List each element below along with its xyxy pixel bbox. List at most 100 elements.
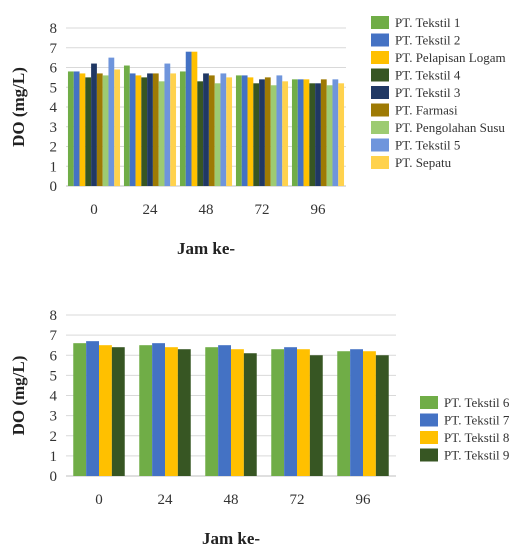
- bar-pt-tekstil-1-24: [123, 65, 130, 186]
- bar-pt-tekstil-7-72: [284, 347, 297, 476]
- bar-pt-tekstil-6-96: [337, 351, 351, 476]
- bar-pt-tekstil-5-96: [332, 79, 339, 186]
- bar-pt-tekstil-2-0: [73, 71, 80, 186]
- bar-pt-tekstil-3-48: [203, 73, 209, 186]
- bar-pt-tekstil-9-24: [177, 349, 191, 476]
- legend-swatch: [371, 121, 389, 134]
- y-tick-label: 1: [50, 159, 58, 175]
- bar-pt-pelapisan-logam-96: [303, 79, 310, 186]
- legend-label: PT. Tekstil 5: [395, 138, 460, 153]
- bar-pt-pelapisan-logam-48: [191, 51, 198, 187]
- legend-swatch: [420, 396, 438, 409]
- y-tick-label: 3: [50, 120, 58, 136]
- bar-pt-tekstil-1-96: [291, 79, 298, 186]
- y-tick-label: 6: [50, 348, 58, 364]
- bar-pt-tekstil-8-96: [363, 351, 376, 476]
- legend-label: PT. Tekstil 8: [444, 430, 509, 445]
- bar-pt-pengolahan-susu-96: [326, 85, 333, 186]
- bar-pt-pengolahan-susu-0: [102, 75, 109, 186]
- bar-pt-tekstil-8-0: [99, 345, 112, 476]
- bar-pt-sepatu-72: [282, 81, 289, 186]
- bar-pt-tekstil-5-0: [108, 57, 115, 186]
- bar-pt-farmasi-0: [96, 73, 103, 186]
- bar-pt-tekstil-4-24: [141, 77, 148, 186]
- x-tick-label: 96: [356, 492, 372, 508]
- bar-pt-sepatu-24: [170, 73, 177, 186]
- legend-swatch: [371, 16, 389, 29]
- bar-pt-tekstil-4-48: [197, 81, 204, 186]
- bar-pt-tekstil-4-72: [253, 83, 260, 186]
- bar-pt-tekstil-1-48: [179, 71, 186, 186]
- bar-pt-pengolahan-susu-72: [270, 85, 277, 186]
- y-tick-label: 8: [50, 21, 58, 37]
- bar-pt-tekstil-2-96: [297, 79, 304, 186]
- bar-pt-tekstil-9-72: [309, 355, 323, 476]
- x-tick-label: 72: [290, 492, 305, 508]
- legend-swatch: [371, 51, 389, 64]
- x-axis-title: Jam ke-: [202, 529, 260, 546]
- bar-pt-sepatu-48: [226, 77, 233, 186]
- x-tick-label: 48: [199, 202, 214, 218]
- bar-pt-tekstil-4-0: [85, 77, 92, 186]
- legend-swatch: [371, 103, 389, 117]
- bar-pt-tekstil-9-48: [243, 353, 257, 476]
- x-tick-label: 96: [311, 202, 327, 218]
- bar-pt-tekstil-6-48: [205, 347, 219, 476]
- y-tick-label: 7: [50, 41, 58, 57]
- bar-pt-tekstil-1-72: [235, 75, 242, 186]
- x-tick-label: 0: [95, 492, 103, 508]
- x-tick-label: 0: [90, 202, 98, 218]
- x-axis-title: Jam ke-: [177, 239, 235, 258]
- legend-label: PT. Farmasi: [395, 103, 458, 118]
- y-axis-title: DO (mg/L): [9, 356, 28, 436]
- bar-pt-tekstil-7-48: [218, 345, 231, 476]
- y-axis-title: DO (mg/L): [9, 67, 28, 147]
- legend-swatch: [420, 448, 438, 462]
- bar-pt-tekstil-6-24: [139, 345, 153, 476]
- bar-pt-pelapisan-logam-72: [247, 77, 254, 186]
- bar-pt-tekstil-4-96: [309, 83, 316, 186]
- legend-label: PT. Tekstil 9: [444, 448, 509, 463]
- legend-swatch: [420, 431, 438, 444]
- bar-pt-tekstil-1-0: [67, 71, 74, 186]
- bar-pt-tekstil-6-72: [271, 349, 285, 476]
- bar-pt-sepatu-96: [338, 83, 345, 186]
- bar-pt-tekstil-5-24: [164, 63, 171, 186]
- y-tick-label: 2: [50, 429, 58, 445]
- legend-label: PT. Tekstil 4: [395, 68, 461, 83]
- bar-pt-pelapisan-logam-0: [79, 73, 86, 186]
- bar-pt-tekstil-6-0: [73, 343, 87, 476]
- bar-pt-farmasi-96: [320, 79, 327, 186]
- legend-swatch: [371, 86, 389, 99]
- bar-pt-tekstil-5-72: [276, 75, 283, 186]
- legend-swatch: [371, 138, 389, 152]
- legend-label: PT. Tekstil 3: [395, 85, 460, 100]
- y-tick-label: 4: [50, 389, 58, 405]
- y-tick-label: 3: [50, 409, 58, 425]
- bar-pt-tekstil-9-96: [375, 355, 389, 476]
- legend-label: PT. Tekstil 1: [395, 15, 460, 30]
- bar-pt-tekstil-2-48: [185, 51, 192, 187]
- bar-pt-tekstil-3-96: [315, 83, 321, 186]
- bar-pt-tekstil-7-0: [86, 341, 99, 476]
- x-tick-label: 72: [255, 202, 270, 218]
- bar-pt-sepatu-0: [114, 69, 121, 186]
- bar-pt-farmasi-48: [208, 75, 215, 186]
- bar-pt-tekstil-2-72: [241, 75, 248, 186]
- bar-pt-tekstil-7-96: [350, 349, 363, 476]
- bar-pt-tekstil-9-0: [111, 347, 125, 476]
- bar-pt-tekstil-8-24: [165, 347, 178, 476]
- legend-swatch: [371, 68, 389, 82]
- bar-pt-tekstil-3-72: [259, 79, 265, 186]
- y-tick-label: 8: [50, 308, 58, 324]
- bar-pt-pengolahan-susu-24: [158, 81, 165, 186]
- legend-label: PT. Sepatu: [395, 155, 452, 170]
- y-tick-label: 5: [50, 368, 58, 384]
- legend-label: PT. Pelapisan Logam: [395, 50, 506, 65]
- legend-label: PT. Tekstil 6: [444, 395, 510, 410]
- bar-pt-tekstil-8-48: [231, 349, 244, 476]
- bar-pt-tekstil-3-24: [147, 73, 153, 186]
- y-tick-label: 1: [50, 449, 58, 465]
